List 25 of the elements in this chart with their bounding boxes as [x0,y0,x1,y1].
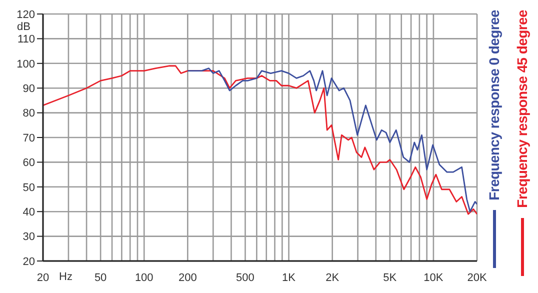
x-tick-label: 10K [424,272,444,284]
y-tick-label: 90 [22,83,35,96]
y-tick-label: 70 [22,132,35,144]
y-tick-label: 110 [17,34,35,46]
x-tick-label: 5K [383,272,398,284]
x-tick-label: 200 [178,272,197,284]
x-tick-label: 500 [236,272,254,284]
text: Frequency response 45 degree [514,10,530,208]
y-axis-title: dB [17,21,30,33]
y-tick-label: 20 [22,256,35,268]
x-tick-label: 2K [326,272,340,284]
y-tick-label: 40 [22,206,35,219]
y-tick-label: 50 [22,182,35,194]
y-tick-label: 100 [16,58,35,70]
y-tick-label: 60 [22,157,35,170]
y-tick-label: 80 [22,108,35,120]
x-tick-label: 50 [94,272,107,284]
x-tick-label: 20K [467,272,488,284]
y-tick-label: 120 [16,8,35,21]
x-tick-label: 20 [36,272,50,284]
text: Frequency response 0 degree [486,10,502,200]
x-axis-title: Hz [59,271,72,283]
y-tick-label: 30 [22,231,35,244]
x-tick-label: 1K [282,272,296,284]
x-tick-label: 100 [134,272,154,284]
